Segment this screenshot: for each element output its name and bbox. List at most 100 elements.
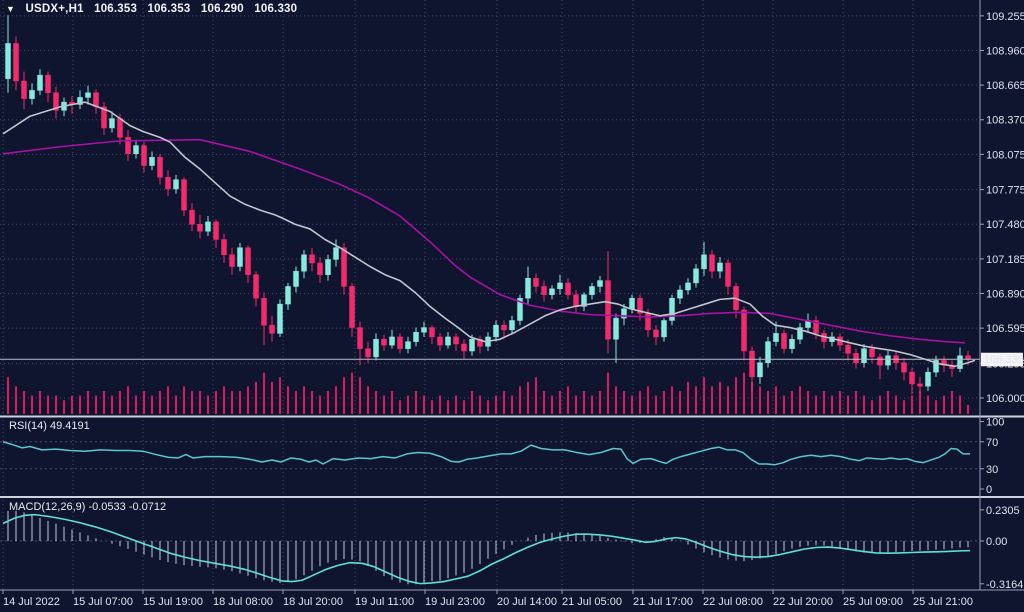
volume-bar <box>319 395 321 414</box>
volume-bar <box>167 386 169 414</box>
volume-bar <box>711 386 713 414</box>
candle-body <box>925 371 931 387</box>
volume-bar <box>799 386 801 414</box>
candle-body <box>717 262 723 272</box>
candle-body <box>509 320 515 331</box>
volume-bar <box>879 395 881 414</box>
time-axis-label: 25 Jul 09:00 <box>843 596 903 608</box>
candle-body <box>461 343 467 352</box>
volume-bar <box>247 386 249 414</box>
volume-bar <box>103 391 105 414</box>
price-axis-label: 108.960 <box>986 45 1024 57</box>
pane-separator[interactable] <box>0 496 1024 498</box>
candle-body <box>413 331 419 342</box>
slow-ma-line <box>2 138 966 344</box>
volume-bar <box>15 386 17 414</box>
candle-body <box>909 371 915 385</box>
candle-body <box>173 179 179 190</box>
volume-bar <box>447 400 449 414</box>
volume-bar <box>351 372 353 414</box>
time-axis-label: 25 Jul 21:00 <box>913 596 973 608</box>
candle-body <box>661 320 667 338</box>
volume-bar <box>31 395 33 414</box>
pane-separator[interactable] <box>0 415 1024 418</box>
candle-body <box>365 348 371 358</box>
volume-bar <box>967 404 969 414</box>
volume-bar <box>719 381 721 414</box>
volume-bar <box>191 391 193 414</box>
volume-bar <box>263 372 265 414</box>
volume-bar <box>55 395 57 414</box>
candle-body <box>501 324 507 331</box>
price-axis-label: 108.075 <box>986 149 1024 161</box>
price-axis-label: 106.595 <box>986 323 1024 335</box>
volume-bar <box>471 391 473 414</box>
volume-bar <box>887 391 889 414</box>
candle-body <box>125 137 131 155</box>
candle-body <box>797 327 803 340</box>
current-price-tag <box>981 352 1023 367</box>
volume-bar <box>855 391 857 414</box>
volume-bar <box>943 395 945 414</box>
candle-body <box>197 223 203 232</box>
volume-bar <box>671 386 673 414</box>
candle-body <box>117 118 123 138</box>
volume-bar <box>279 377 281 414</box>
candle-body <box>141 145 147 166</box>
volume-bar <box>487 400 489 414</box>
volume-bar <box>815 395 817 414</box>
volume-bar <box>935 400 937 414</box>
candle-body <box>677 289 683 299</box>
candle-body <box>205 221 211 232</box>
time-axis-label: 21 Jul 17:00 <box>633 596 693 608</box>
candle-body <box>29 90 35 99</box>
candle-body <box>565 282 571 295</box>
candle-body <box>229 254 235 267</box>
candle-body <box>21 80 27 99</box>
volume-bar <box>223 386 225 414</box>
candle-body <box>629 297 635 310</box>
volume-bar <box>63 400 65 414</box>
symbol-dropdown-marker[interactable]: ▼ <box>6 4 16 14</box>
candle-body <box>237 247 243 267</box>
volume-bar <box>159 391 161 414</box>
macd-signal-line <box>2 513 971 585</box>
ohlc-close: 106.330 <box>254 3 298 15</box>
volume-bar <box>231 391 233 414</box>
volume-bar <box>503 391 505 414</box>
volume-bar <box>175 395 177 414</box>
volume-bar <box>383 395 385 414</box>
candle-body <box>165 177 171 190</box>
candle-body <box>109 118 115 129</box>
volume-bar <box>455 395 457 414</box>
volume-bar <box>111 395 113 414</box>
volume-bar <box>775 386 777 414</box>
candle-body <box>269 324 275 334</box>
volume-bar <box>431 400 433 414</box>
candle-body <box>901 362 907 373</box>
candle-body <box>613 317 619 340</box>
candle-body <box>421 327 427 333</box>
current-price-tag-text: 106.330 <box>984 354 1024 366</box>
volume-bar <box>655 395 657 414</box>
macd-axis-label: -0.3164 <box>986 579 1023 591</box>
candle-body <box>653 329 659 338</box>
candle-body <box>277 303 283 334</box>
candle-body <box>765 341 771 364</box>
volume-bar <box>871 400 873 414</box>
volume-bar <box>399 400 401 414</box>
candle-body <box>621 308 627 319</box>
candle-body <box>693 268 699 284</box>
volume-bar <box>807 391 809 414</box>
volume-bar <box>823 391 825 414</box>
volume-bar <box>23 391 25 414</box>
time-axis-label: 19 Jul 11:00 <box>355 596 414 608</box>
volume-bar <box>47 395 49 414</box>
candle-body <box>813 320 819 334</box>
candle-body <box>645 313 651 331</box>
volume-bar <box>959 395 961 414</box>
volume-bar <box>311 391 313 414</box>
